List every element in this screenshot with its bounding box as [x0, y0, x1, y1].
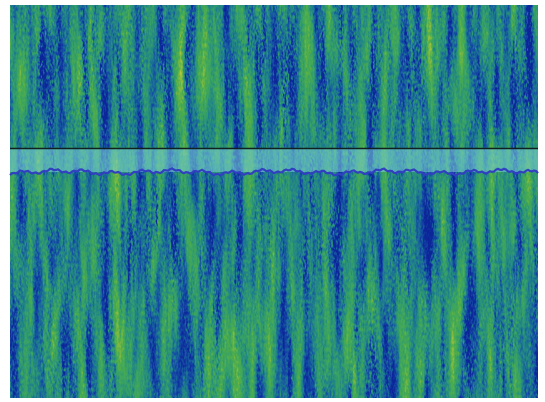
highlight-band	[10, 148, 538, 172]
texture	[10, 5, 538, 398]
